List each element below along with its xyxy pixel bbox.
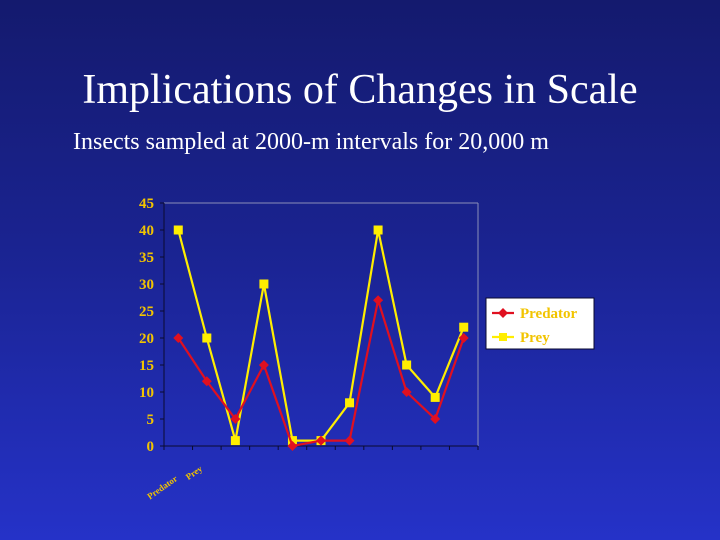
legend-marker-prey [499,333,507,341]
data-point-prey [459,322,469,332]
slide-title: Implications of Changes in Scale [82,67,638,113]
legend-label-prey: Prey [520,330,550,346]
y-tick-label: 35 [139,250,154,266]
data-point-predator [344,435,355,446]
legend-label-predator: Predator [520,306,578,322]
data-point-predator [201,376,212,387]
y-tick-label: 25 [139,304,154,320]
data-point-predator [401,387,412,397]
y-tick-label: 20 [139,331,154,347]
y-tick-label: 0 [147,439,155,455]
data-point-prey [402,360,412,370]
slide-subtitle: Insects sampled at 2000-m intervals for … [73,129,549,155]
y-tick-label: 30 [139,277,154,293]
y-tick-label: 5 [147,412,155,428]
x-tick-label: Predator [145,473,179,501]
data-point-prey [259,279,269,289]
data-point-predator [258,360,269,370]
data-point-predator [430,414,441,424]
data-point-prey [373,225,383,235]
series-line-prey [177,229,465,442]
x-tick-label: Prey [184,463,205,482]
y-tick-label: 40 [139,223,154,239]
data-point-prey [173,225,183,235]
y-tick-label: 45 [139,196,154,212]
legend-marker-predator [498,308,508,318]
data-point-predator [287,441,298,451]
data-point-prey [230,436,240,446]
y-tick-label: 10 [139,385,154,401]
data-point-prey [287,436,297,446]
data-point-prey [345,398,355,408]
series-line-predator [177,299,465,448]
data-point-predator [458,333,469,343]
y-tick-label: 15 [139,358,154,374]
data-point-predator [373,295,384,306]
data-point-predator [230,414,241,424]
data-point-prey [202,333,212,343]
data-point-prey [430,392,440,402]
data-point-predator [173,333,184,343]
data-point-predator [316,435,326,446]
